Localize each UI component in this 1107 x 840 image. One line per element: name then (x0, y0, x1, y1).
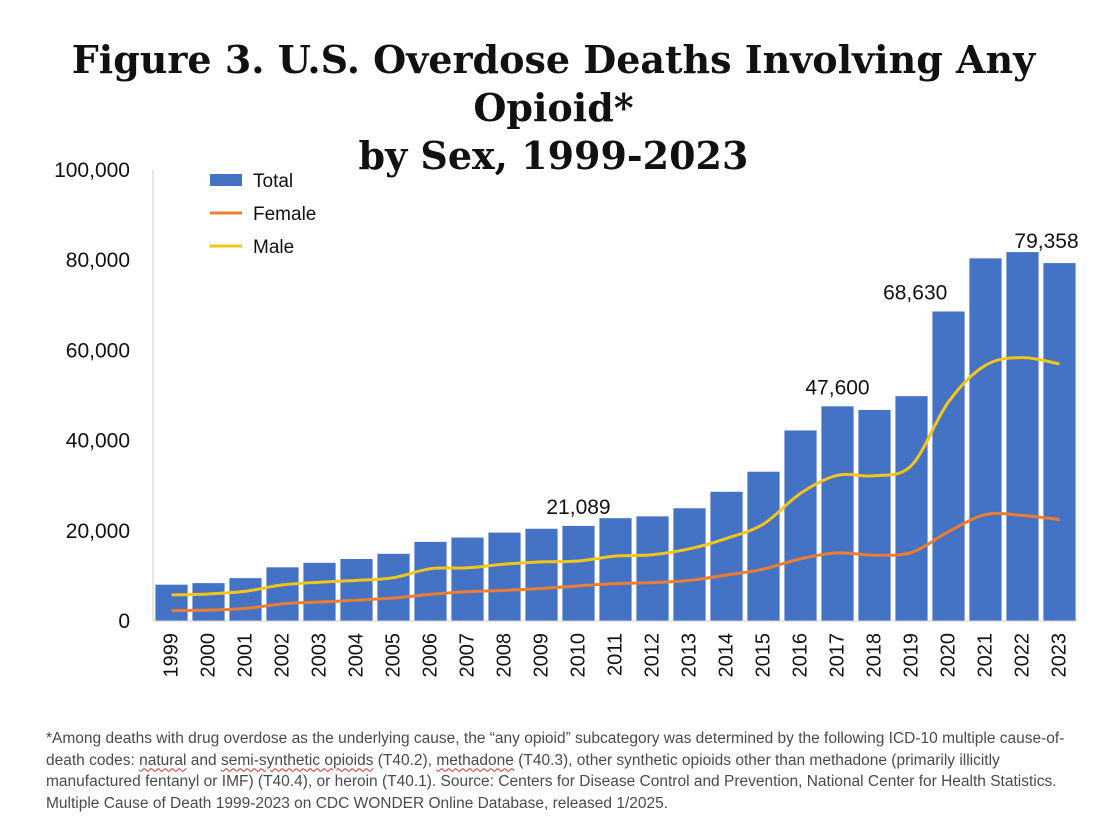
legend: Total Female Male (210, 171, 316, 258)
x-tick-label: 2012 (642, 633, 664, 678)
x-tick-label: 2011 (605, 633, 627, 676)
x-tick-label: 2023 (1049, 633, 1071, 678)
bar-total-2006 (414, 541, 447, 621)
data-label-2010: 21,089 (546, 496, 610, 519)
x-tick-label: 2000 (198, 633, 220, 678)
legend-label-male: Male (253, 237, 294, 258)
chart-title-line-1: Figure 3. U.S. Overdose Deaths Involving… (71, 37, 1036, 130)
x-tick-label: 2008 (494, 633, 516, 678)
bar-total-2018 (858, 409, 891, 621)
legend-label-total: Total (253, 171, 293, 192)
bar-total-2019 (895, 396, 928, 621)
bar-total-2023 (1043, 263, 1076, 621)
data-label-2017: 47,600 (805, 376, 869, 399)
bar-total-2007 (451, 537, 484, 621)
x-tick-label: 1999 (161, 633, 183, 678)
y-tick-label: 60,000 (66, 339, 130, 362)
bar-total-2000 (192, 583, 225, 621)
x-tick-label: 2004 (346, 633, 368, 678)
y-tick-label: 100,000 (54, 159, 130, 182)
line-male (171, 356, 1060, 597)
y-tick-label: 80,000 (66, 249, 130, 272)
bar-total-2020 (932, 311, 965, 621)
footnote-methadone: methadone (436, 751, 514, 769)
bar-total-2015 (747, 471, 780, 621)
bar-total-2016 (784, 430, 817, 621)
data-labels: 21,089 47,600 68,630 79,358 (546, 230, 1078, 519)
footnote: *Among deaths with drug overdose as the … (46, 728, 1076, 814)
y-axis: 0 20,000 40,000 60,000 80,000 100,000 (54, 159, 154, 633)
y-tick-label: 20,000 (66, 520, 130, 543)
footnote-natural: natural (139, 751, 187, 769)
bar-total-2011 (599, 518, 632, 621)
x-axis: 1999 2000 2001 2002 2003 2004 2005 2006 2007 2008… (153, 620, 1078, 678)
x-tick-label: 2002 (272, 633, 294, 678)
y-tick-label: 40,000 (66, 430, 130, 453)
bar-total-2001 (229, 578, 262, 621)
x-tick-label: 2001 (235, 633, 257, 678)
footnote-part-4: (T40.3), other synthetic opioids other t… (46, 751, 1057, 812)
overdose-chart: 0 20,000 40,000 60,000 80,000 100,000 1999 200… (54, 159, 1079, 678)
bar-total-2009 (525, 528, 558, 621)
x-tick-label: 2014 (716, 633, 738, 678)
bar-total-2002 (266, 567, 299, 621)
chart-title-line-2: by Sex, 1999-2023 (358, 133, 749, 178)
bar-total-2021 (969, 258, 1002, 621)
bar-total-2003 (303, 562, 336, 621)
x-tick-label: 2022 (1012, 633, 1034, 678)
bar-total-2004 (340, 558, 373, 621)
sex-lines (171, 356, 1060, 613)
x-tick-label: 2007 (457, 633, 479, 678)
total-bars (155, 252, 1076, 621)
bar-total-2013 (673, 508, 706, 621)
footnote-part-1: *Among deaths with drug overdose as the … (46, 730, 1065, 769)
bar-total-1999 (155, 584, 188, 621)
x-tick-label: 2013 (679, 633, 701, 678)
x-tick-label: 2010 (568, 633, 590, 678)
chart-title: Figure 3. U.S. Overdose Deaths Involving… (0, 36, 1107, 180)
bar-total-2022 (1006, 252, 1039, 621)
bar-total-2014 (710, 491, 743, 621)
footnote-semi-synthetic: semi-synthetic opioids (220, 751, 374, 769)
data-label-2020: 68,630 (883, 281, 947, 304)
x-tick-label: 2019 (901, 633, 923, 678)
x-tick-label: 2016 (790, 633, 812, 678)
x-tick-label: 2006 (420, 633, 442, 678)
x-tick-label: 2015 (753, 633, 775, 678)
legend-label-female: Female (253, 204, 316, 225)
x-tick-label: 2003 (309, 633, 331, 678)
x-tick-label: 2021 (975, 633, 997, 678)
data-label-2023: 79,358 (1014, 230, 1078, 253)
bar-total-2012 (636, 516, 669, 621)
bar-total-2010 (562, 525, 595, 621)
bar-total-2008 (488, 532, 521, 621)
x-tick-label: 2009 (531, 633, 553, 678)
footnote-part-3: (T40.2), (373, 751, 437, 769)
x-tick-label: 2020 (938, 633, 960, 678)
legend-swatch-total (210, 174, 242, 186)
bar-total-2005 (377, 553, 410, 621)
x-tick-label: 2018 (864, 633, 886, 678)
x-tick-label: 2005 (383, 633, 405, 678)
line-female (171, 511, 1060, 613)
y-tick-label: 0 (118, 610, 130, 633)
footnote-part-2: and (186, 751, 221, 769)
bar-total-2017 (821, 406, 854, 621)
x-tick-label: 2017 (827, 633, 849, 678)
